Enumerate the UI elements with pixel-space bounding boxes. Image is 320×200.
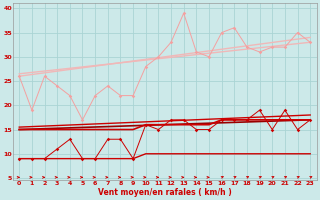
X-axis label: Vent moyen/en rafales ( km/h ): Vent moyen/en rafales ( km/h ) <box>98 188 232 197</box>
